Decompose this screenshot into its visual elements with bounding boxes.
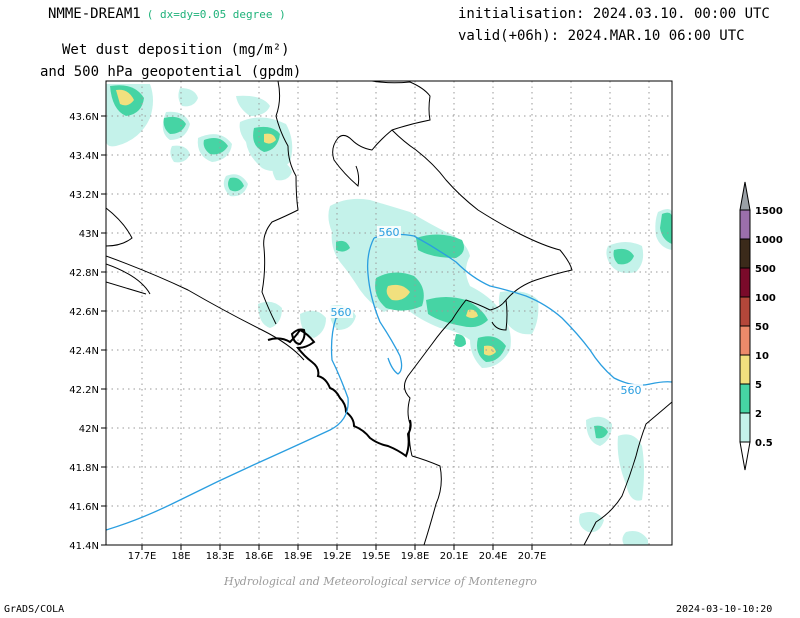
legend-swatch (739, 267, 751, 298)
legend-swatch (739, 325, 751, 356)
contour-label: 560 (621, 384, 642, 397)
legend-label: 50 (755, 322, 769, 333)
legend-bottom-arrow (739, 441, 751, 471)
map-frame (105, 80, 673, 546)
lat-tick-label: 43N (79, 229, 99, 240)
init-time: initialisation: 2024.03.10. 00:00 UTC (458, 6, 770, 22)
valid-time: valid(+06h): 2024.MAR.10 06:00 UTC (458, 28, 745, 44)
model-resolution: ( dx=dy=0.05 degree ) (146, 8, 286, 21)
legend-label: 10 (755, 351, 769, 362)
contour-label: 560 (379, 226, 400, 239)
lat-tick-label: 42.6N (69, 307, 99, 318)
lat-tick-label: 42N (79, 424, 99, 435)
legend-swatch (739, 238, 751, 269)
legend-swatch (739, 412, 751, 443)
model-name: NMME-DREAM1 (48, 6, 141, 22)
lat-tick-label: 42.4N (69, 346, 99, 357)
credit-line: Hydrological and Meteorological service … (224, 575, 537, 588)
lon-tick-label: 18E (171, 551, 190, 562)
variable-title-line1: Wet dust deposition (mg/m²) (62, 42, 290, 58)
lon-tick-label: 18.9E (284, 551, 313, 562)
legend-swatch (739, 354, 751, 385)
footer-software: GrADS/COLA (4, 604, 65, 615)
lon-tick-label: 20.1E (440, 551, 469, 562)
lat-tick-label: 42.2N (69, 385, 99, 396)
lat-tick-label: 41.6N (69, 502, 99, 513)
lat-tick-label: 43.4N (69, 151, 99, 162)
lat-tick-label: 42.8N (69, 268, 99, 279)
legend-top-arrow (739, 181, 751, 211)
legend-label: 1000 (755, 235, 783, 246)
lon-tick-label: 20.4E (479, 551, 508, 562)
lat-tick-label: 41.4N (69, 541, 99, 552)
legend-label: 100 (755, 293, 776, 304)
legend-label: 500 (755, 264, 776, 275)
contour-label-bg (619, 384, 643, 396)
country-borders (106, 81, 672, 545)
legend-swatch (739, 296, 751, 327)
lon-tick-label: 18.6E (245, 551, 274, 562)
model-title: NMME-DREAM1 ( dx=dy=0.05 degree ) (48, 6, 286, 22)
lon-tick-label: 17.7E (128, 551, 157, 562)
legend-swatch (739, 383, 751, 414)
graticule (106, 81, 672, 546)
lat-tick-label: 41.8N (69, 463, 99, 474)
footer-timestamp: 2024-03-10-10:20 (676, 604, 773, 615)
contour-label-bg (377, 226, 401, 238)
legend-label: 0.5 (755, 438, 773, 449)
lat-tick-label: 43.2N (69, 190, 99, 201)
lat-tick-label: 43.6N (69, 112, 99, 123)
contour-label: 560 (331, 306, 352, 319)
contour-labels: 560 560 560 (329, 226, 643, 397)
legend-label: 2 (755, 409, 762, 420)
coastline (267, 328, 412, 458)
lon-tick-label: 18.3E (206, 551, 235, 562)
legend-label: 5 (755, 380, 762, 391)
variable-title-line2: and 500 hPa geopotential (gpdm) (40, 64, 302, 80)
legend-swatch (739, 209, 751, 240)
contour-label-bg (329, 306, 353, 318)
lon-tick-label: 19.5E (362, 551, 391, 562)
legend-label: 1500 (755, 206, 783, 217)
lon-tick-label: 19.8E (401, 551, 430, 562)
color-legend: 1500 1000 500 100 50 10 5 2 0.5 (739, 181, 783, 471)
lon-tick-label: 19.2E (323, 551, 352, 562)
lon-tick-label: 20.7E (518, 551, 547, 562)
axis-labels: 17.7E 18E 18.3E 18.6E 18.9E 19.2E 19.5E 19.8E 20… (69, 112, 546, 562)
dust-deposition-field (106, 84, 672, 545)
